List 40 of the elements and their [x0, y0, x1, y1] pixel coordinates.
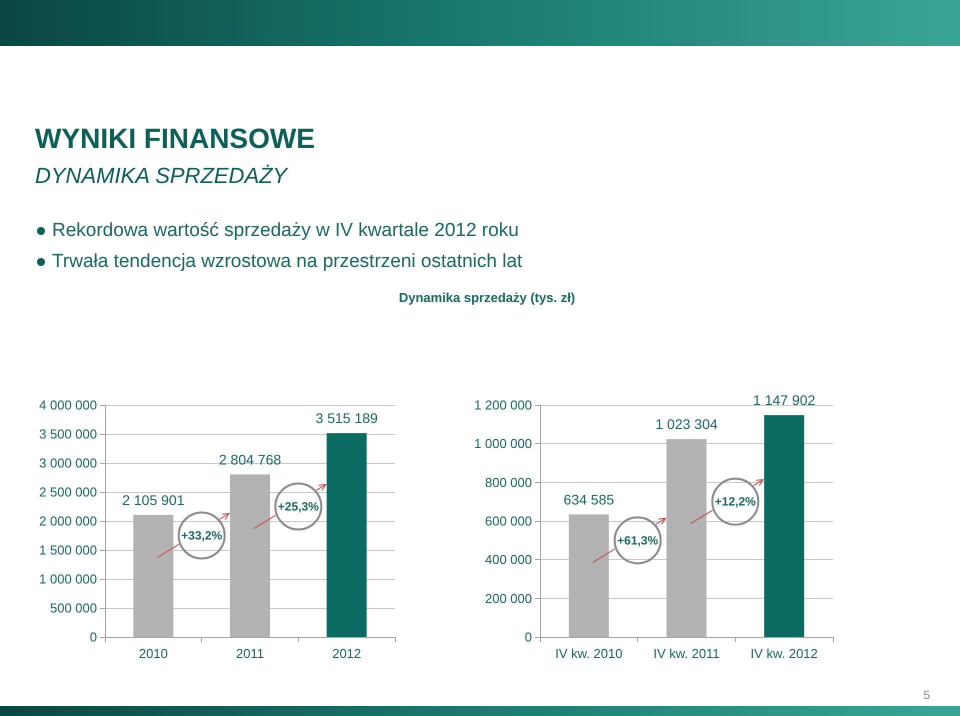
data-label: 3 515 189 — [316, 410, 378, 426]
text: WYNIKI FINANSOWE — [35, 123, 315, 155]
x-tick-label: IV kw. 2012 — [750, 646, 818, 661]
y-tick-label: 400 000 — [485, 552, 532, 568]
y-tick-label: 1 500 000 — [39, 542, 97, 558]
data-label: 1 147 902 — [753, 392, 816, 408]
x-tick-label: 2010 — [138, 646, 168, 661]
x-tick-label: IV kw. 2011 — [653, 646, 720, 661]
data-label: 1 023 304 — [655, 416, 718, 432]
data-label: 2 804 768 — [218, 451, 282, 468]
annotation: +33,2% — [181, 528, 223, 542]
text: Rekordowa wartość sprzedaży w IV kwartale 2012 roku — [52, 220, 519, 242]
data-label: 2 105 901 — [122, 492, 185, 508]
y-tick-label: 0 — [524, 630, 532, 644]
data-label: 634 585 — [564, 491, 614, 508]
x-tick-label: 2012 — [332, 646, 362, 661]
text: 5 — [923, 688, 930, 702]
x-tick-label: 2011 — [236, 646, 264, 661]
y-tick-label: 2 500 000 — [39, 484, 97, 500]
y-tick-label: 3 500 000 — [39, 426, 97, 442]
y-tick-label: 500 000 — [50, 600, 97, 616]
y-tick-label: 2 000 000 — [39, 514, 97, 528]
bar — [326, 433, 367, 637]
y-tick-label: 4 000 000 — [39, 398, 97, 412]
y-tick-label: 200 000 — [485, 590, 532, 606]
text: Trwała tendencja wzrostowa na przestrzeni ostatnich lat — [52, 251, 522, 273]
y-tick-label: 600 000 — [485, 514, 532, 528]
bar — [764, 415, 804, 637]
y-tick-label: 1 000 000 — [39, 572, 97, 586]
y-tick-label: 1 000 000 — [474, 436, 532, 452]
annotation: +12,2% — [714, 494, 756, 509]
y-tick-label: 0 — [90, 630, 97, 644]
text: Dynamika sprzedaży (tys. zł) — [398, 290, 576, 305]
text: DYNAMIKA SPRZEDAŻY — [35, 163, 288, 189]
y-tick-label: 3 000 000 — [39, 456, 97, 470]
y-tick-label: 800 000 — [485, 474, 532, 490]
annotation: +61,3% — [617, 533, 659, 548]
y-tick-label: 1 200 000 — [474, 398, 532, 412]
x-tick-label: IV kw. 2010 — [555, 646, 622, 661]
annotation: +25,3% — [278, 500, 320, 514]
